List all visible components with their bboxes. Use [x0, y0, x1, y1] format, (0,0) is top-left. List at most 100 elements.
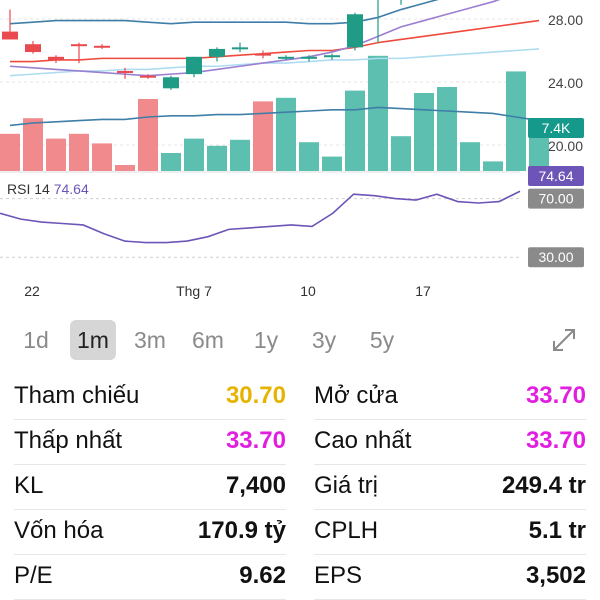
- volume-bar: [299, 142, 319, 171]
- price-axis-label: 20.00: [548, 138, 583, 154]
- x-axis-label: 10: [300, 283, 316, 299]
- range-button-6m[interactable]: 6m: [192, 327, 224, 353]
- stat-value: 3,502: [525, 562, 586, 589]
- stat-item: KL 7,400: [14, 465, 286, 510]
- stat-label: CPLH: [314, 517, 379, 544]
- stats-row: Thấp nhất 33.70 Cao nhất 33.70: [0, 420, 600, 465]
- price-candle: [255, 50, 271, 59]
- price-candle: [48, 55, 64, 64]
- stat-label: Thấp nhất: [14, 427, 123, 454]
- volume-bar: [46, 138, 66, 171]
- stat-label: Giá trị: [314, 472, 379, 499]
- stat-value: 9.62: [239, 562, 286, 589]
- stat-item: Vốn hóa 170.9 tỷ: [14, 510, 286, 555]
- volume-bar: [483, 161, 503, 171]
- ma-blue-line: [9, 0, 439, 25]
- rsi-label: RSI 14 74.64: [7, 181, 89, 197]
- stat-item: Giá trị 249.4 tr: [314, 465, 586, 510]
- price-candle: [232, 42, 248, 53]
- price-candle: [186, 56, 202, 78]
- stat-label: Mở cửa: [314, 382, 398, 409]
- price-axis-label: 24.00: [548, 75, 583, 91]
- volume-bar: [0, 133, 20, 171]
- stat-item: P/E 9.62: [14, 555, 286, 600]
- x-axis-label: 22: [24, 283, 40, 299]
- range-button-3m[interactable]: 3m: [134, 327, 166, 353]
- volume-bar: [207, 145, 227, 171]
- volume-bar: [437, 87, 457, 171]
- volume-bar: [184, 138, 204, 171]
- svg-text:74.64: 74.64: [538, 168, 573, 184]
- price-candle: [71, 42, 87, 64]
- volume-bar: [253, 101, 273, 171]
- volume-bar: [345, 90, 365, 171]
- stat-value: 249.4 tr: [501, 472, 586, 499]
- ma-light-line: [9, 48, 540, 77]
- stat-value: 170.9 tỷ: [197, 517, 286, 544]
- stat-label: Vốn hóa: [14, 517, 104, 544]
- volume-bar: [161, 153, 181, 171]
- stats-row: KL 7,400 Giá trị 249.4 tr: [0, 465, 600, 510]
- rsi-level-badge: 70.00: [528, 188, 584, 209]
- price-candle: [209, 47, 225, 62]
- volume-bar: [230, 139, 250, 171]
- volume-badge: 7.4K: [528, 118, 584, 138]
- rsi-inline-value: 74.64: [54, 181, 89, 197]
- svg-text:7.4K: 7.4K: [542, 120, 571, 136]
- range-button-5y[interactable]: 5y: [369, 327, 395, 353]
- volume-bar: [322, 156, 342, 171]
- stat-label: KL: [14, 472, 44, 499]
- ma-red-line: [10, 19, 540, 63]
- volume-bar: [391, 136, 411, 171]
- stat-item: Thấp nhất 33.70: [14, 420, 286, 465]
- svg-text:70.00: 70.00: [538, 191, 573, 207]
- stat-value: 33.70: [525, 382, 586, 409]
- price-candle: [140, 74, 156, 79]
- volume-bar: [414, 93, 434, 171]
- ma-purple-line: [9, 0, 501, 77]
- x-axis-label: 17: [415, 283, 431, 299]
- volume-bar: [92, 143, 112, 171]
- volume-bar: [69, 133, 89, 171]
- price-axis-label: 28.00: [548, 12, 583, 28]
- rsi-level-badge: 30.00: [528, 247, 584, 268]
- stat-value: 33.70: [225, 427, 286, 454]
- stat-item: Tham chiếu 30.70: [14, 375, 286, 420]
- price-candle: [94, 44, 110, 49]
- svg-text:30.00: 30.00: [538, 249, 573, 265]
- stat-value: 30.70: [225, 382, 286, 409]
- volume-ma-line: [9, 106, 540, 127]
- price-candle: [163, 75, 179, 90]
- time-range-selector: 1d 1m 3m 6m 1y 3y 5y: [0, 318, 600, 362]
- price-candle: [278, 55, 294, 60]
- stats-row: P/E 9.62 EPS 3,502: [0, 555, 600, 600]
- volume-bar: [276, 97, 296, 171]
- stat-label: P/E: [14, 562, 53, 589]
- price-candle: [301, 55, 317, 62]
- stat-item: CPLH 5.1 tr: [314, 510, 586, 555]
- stat-item: Mở cửa 33.70: [314, 375, 586, 420]
- price-candle: [377, 0, 379, 43]
- expand-icon[interactable]: [550, 326, 578, 354]
- price-candle: [347, 12, 363, 51]
- stats-row: Vốn hóa 170.9 tỷ CPLH 5.1 tr: [0, 510, 600, 555]
- volume-bar: [115, 165, 135, 171]
- stat-label: Cao nhất: [314, 427, 412, 454]
- stat-value: 33.70: [525, 427, 586, 454]
- stat-item: Cao nhất 33.70: [314, 420, 586, 465]
- rsi-line: [0, 190, 521, 244]
- range-button-1m[interactable]: 1m: [70, 320, 116, 360]
- stat-value: 7,400: [225, 472, 286, 499]
- volume-bar: [368, 55, 388, 171]
- stat-label: Tham chiếu: [14, 382, 140, 409]
- range-button-1y[interactable]: 1y: [253, 327, 279, 353]
- range-button-3y[interactable]: 3y: [311, 327, 337, 353]
- stock-chart[interactable]: 28.00 24.00 20.00 7.4K 74.64 70.00 30.00 RSI 14…: [0, 0, 600, 310]
- x-axis-label: Thg 7: [176, 283, 212, 299]
- rsi-value-badge: 74.64: [528, 166, 584, 186]
- price-candle: [117, 67, 133, 79]
- price-candle: [25, 41, 41, 54]
- stat-label: EPS: [314, 562, 363, 589]
- range-button-1d[interactable]: 1d: [23, 327, 49, 353]
- stats-row: Tham chiếu 30.70 Mở cửa 33.70: [0, 375, 600, 420]
